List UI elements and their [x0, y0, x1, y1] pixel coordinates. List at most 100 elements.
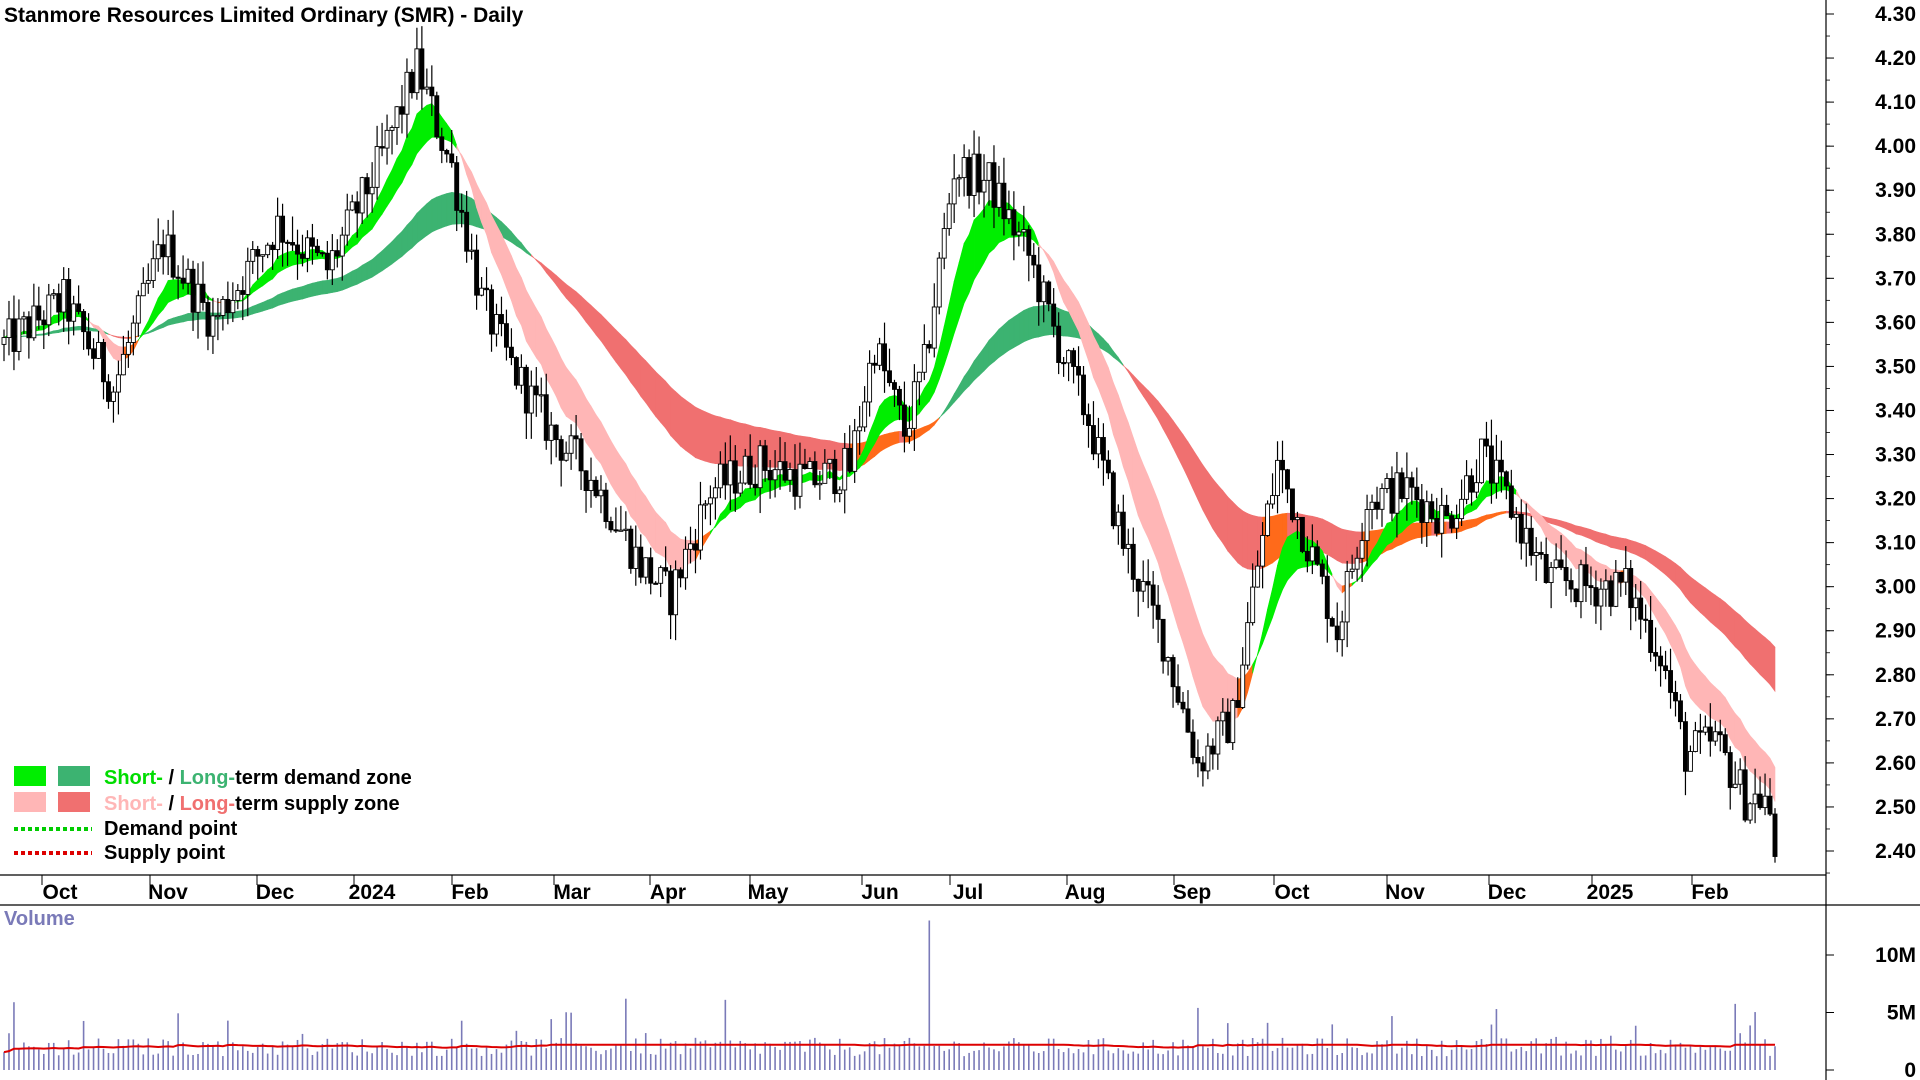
long-term-zone-segment: [1013, 313, 1020, 349]
candle: [309, 223, 315, 265]
candle: [106, 374, 111, 409]
candle: [951, 154, 957, 224]
long-term-zone-segment: [436, 194, 443, 231]
long-term-zone-segment: [734, 421, 741, 467]
candle: [1563, 550, 1569, 596]
candle-body: [742, 455, 748, 484]
price-tick-label: 3.50: [1875, 355, 1916, 378]
long-term-zone-segment: [1719, 597, 1726, 636]
candle: [747, 434, 753, 489]
candle: [1742, 756, 1748, 823]
candle-body: [1091, 425, 1096, 455]
short-term-zone-segment: [511, 255, 517, 317]
candle: [1737, 758, 1743, 795]
candle: [394, 106, 400, 145]
candle-body: [106, 381, 111, 402]
long-term-zone-segment: [550, 270, 557, 286]
candle-body: [747, 455, 753, 485]
price-tick-label: 3.30: [1875, 444, 1916, 467]
short-term-zone-segment: [924, 379, 930, 408]
short-term-zone-segment: [1058, 270, 1064, 303]
candle-body: [722, 463, 728, 486]
candle-body: [1454, 518, 1460, 529]
long-term-zone-segment: [446, 191, 453, 227]
short-term-zone-segment: [1336, 581, 1343, 594]
candle-body: [1255, 565, 1261, 588]
short-term-zone-segment: [1262, 608, 1268, 644]
candle-body: [409, 71, 415, 94]
candle-body: [732, 460, 738, 494]
candle: [1702, 715, 1708, 736]
long-term-zone-segment: [675, 390, 681, 447]
short-term-zone-segment: [988, 199, 995, 254]
short-term-zone-segment: [1192, 604, 1199, 693]
candle: [906, 405, 912, 444]
candle-body: [359, 177, 365, 214]
candle-body: [633, 546, 639, 569]
candle-body: [1324, 575, 1330, 619]
candle-body: [205, 302, 211, 337]
candle: [389, 125, 395, 155]
short-term-zone-segment: [1361, 561, 1368, 578]
candle: [593, 476, 599, 499]
candle: [921, 324, 927, 381]
candle-body: [1280, 459, 1285, 471]
short-term-zone-segment: [610, 439, 617, 494]
candle: [1105, 450, 1111, 480]
candle-body: [921, 344, 927, 373]
short-term-zone-segment: [1550, 525, 1557, 547]
candle: [523, 364, 529, 439]
long-term-zone-segment: [1252, 515, 1258, 570]
candle-body: [1115, 511, 1121, 527]
candle-body: [1349, 568, 1355, 573]
short-term-zone-segment: [1113, 382, 1119, 449]
candle-body: [777, 461, 783, 471]
candle-body: [1459, 498, 1465, 520]
long-term-zone-segment: [1690, 576, 1696, 609]
candle-body: [1374, 501, 1380, 510]
candle: [1339, 610, 1345, 657]
candle: [563, 441, 569, 462]
candle: [732, 445, 738, 512]
candle: [1130, 527, 1136, 593]
candle-body: [802, 463, 808, 470]
candle: [31, 283, 37, 341]
candle: [538, 377, 544, 413]
candle: [459, 193, 465, 228]
short-term-zone-segment: [1675, 625, 1681, 668]
candle: [240, 276, 246, 321]
candle: [1260, 522, 1266, 589]
candle-body: [1026, 229, 1032, 256]
long-term-zone-segment: [63, 327, 69, 332]
candle: [911, 364, 917, 451]
candle: [449, 130, 455, 168]
long-term-zone-segment: [1113, 350, 1119, 362]
candle-body: [1165, 657, 1171, 662]
candle: [1270, 473, 1276, 509]
candle: [319, 251, 325, 257]
long-term-zone-segment: [789, 433, 796, 470]
legend-supply-point: Supply point: [104, 842, 225, 864]
candle: [1354, 546, 1360, 582]
long-term-zone-segment: [620, 334, 627, 376]
short-term-zone-segment: [1197, 619, 1204, 707]
candle-body: [140, 282, 146, 297]
candle-body: [643, 557, 649, 578]
candle-body: [1508, 485, 1514, 518]
long-term-zone-segment: [391, 235, 398, 265]
candle-body: [305, 237, 310, 259]
candle-body: [1006, 209, 1012, 220]
candle-body: [658, 567, 664, 584]
candle: [1687, 745, 1693, 772]
candle: [16, 299, 22, 361]
candle: [1110, 470, 1116, 530]
short-term-zone-segment: [1650, 589, 1656, 619]
month-tick-label: Oct: [42, 881, 77, 904]
candle: [1235, 677, 1241, 708]
candle-body: [1001, 182, 1007, 220]
price-tick-label: 4.00: [1875, 135, 1916, 158]
long-term-zone-segment: [1749, 624, 1756, 670]
candle-body: [1329, 618, 1335, 627]
long-term-zone-segment: [1486, 513, 1492, 520]
short-term-zone-segment: [1690, 656, 1696, 705]
